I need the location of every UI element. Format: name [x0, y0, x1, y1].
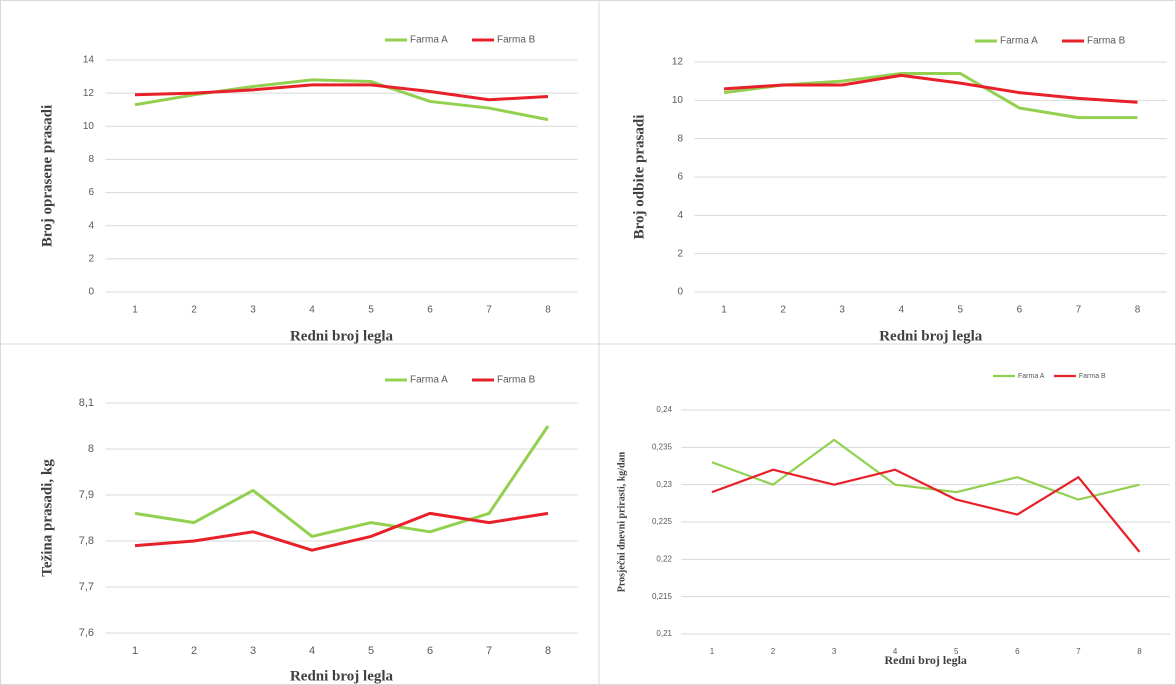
data-line — [134, 511, 549, 552]
y-tick-label: 8,1 — [79, 397, 94, 409]
data-line — [711, 468, 1141, 553]
legend-label: Farma A — [410, 35, 448, 46]
y-tick-label: 4 — [88, 220, 94, 231]
y-tick-label: 0,225 — [652, 517, 673, 526]
y-tick-label: 8 — [88, 154, 94, 165]
x-tick-label: 3 — [250, 645, 256, 657]
y-tick-label: 10 — [672, 95, 684, 106]
legend-label: Farma B — [1087, 36, 1126, 47]
x-tick-label: 1 — [710, 647, 715, 656]
x-axis-label: Redni broj legla — [290, 668, 394, 684]
y-tick-label: 0,24 — [656, 405, 672, 414]
data-line — [134, 83, 549, 102]
y-tick-label: 2 — [88, 253, 94, 264]
y-tick-label: 7,8 — [79, 535, 94, 547]
y-tick-label: 7,7 — [79, 581, 94, 593]
y-tick-label: 7,6 — [79, 627, 94, 639]
x-tick-label: 3 — [832, 647, 837, 656]
x-tick-label: 4 — [309, 305, 315, 316]
x-tick-label: 7 — [486, 305, 492, 316]
y-axis-label: Broj odbite prasadi — [631, 115, 647, 240]
y-tick-label: 8 — [677, 133, 683, 144]
y-tick-label: 6 — [88, 187, 94, 198]
data-line — [723, 73, 1138, 104]
legend-label: Farma B — [497, 375, 536, 386]
x-tick-label: 5 — [954, 647, 959, 656]
x-tick-label: 7 — [1076, 647, 1081, 656]
y-tick-label: 7,9 — [79, 489, 94, 501]
legend-label: Farma A — [1000, 36, 1038, 47]
y-tick-label: 12 — [672, 57, 684, 68]
y-tick-label: 0 — [88, 287, 94, 298]
x-tick-label: 8 — [1135, 305, 1141, 316]
x-tick-label: 7 — [486, 645, 492, 657]
x-tick-label: 2 — [771, 647, 776, 656]
legend-label: Farma A — [410, 375, 448, 386]
x-tick-label: 8 — [1137, 647, 1142, 656]
y-tick-label: 0 — [677, 287, 683, 298]
x-tick-label: 4 — [309, 645, 315, 657]
x-tick-label: 6 — [1015, 647, 1020, 656]
y-tick-label: 8 — [88, 443, 94, 455]
x-tick-label: 3 — [839, 305, 845, 316]
x-tick-label: 8 — [545, 305, 551, 316]
x-tick-label: 3 — [250, 305, 256, 316]
y-tick-label: 4 — [677, 210, 683, 221]
legend-label: Farma B — [1079, 373, 1106, 380]
y-tick-label: 0,215 — [652, 592, 673, 601]
x-tick-label: 1 — [132, 645, 138, 657]
x-tick-label: 8 — [545, 645, 551, 657]
x-tick-label: 2 — [191, 305, 197, 316]
y-tick-label: 0,235 — [652, 442, 673, 451]
x-tick-label: 6 — [427, 645, 433, 657]
x-tick-label: 1 — [721, 305, 727, 316]
y-tick-label: 6 — [677, 172, 683, 183]
data-line — [134, 425, 550, 538]
y-tick-label: 10 — [83, 121, 95, 132]
x-tick-label: 1 — [132, 305, 138, 316]
x-tick-label: 6 — [427, 305, 433, 316]
y-tick-label: 0,23 — [656, 480, 672, 489]
x-tick-label: 5 — [368, 305, 374, 316]
x-tick-label: 6 — [1017, 305, 1023, 316]
x-tick-label: 4 — [898, 305, 904, 316]
x-tick-label: 5 — [958, 305, 964, 316]
y-axis-label: Broj oprasene prasadi — [39, 105, 55, 247]
legend-label: Farma A — [1018, 373, 1045, 380]
y-tick-label: 0,22 — [656, 554, 672, 563]
x-axis-label: Redni broj legla — [879, 328, 983, 344]
y-tick-label: 0,21 — [656, 629, 672, 638]
y-tick-label: 2 — [677, 248, 683, 259]
x-axis-label: Redni broj legla — [884, 653, 966, 667]
x-tick-label: 2 — [780, 305, 786, 316]
y-axis-label: Prosječni dnevni prirasti, kg/dan — [616, 451, 627, 592]
x-tick-label: 4 — [893, 647, 898, 656]
legend-label: Farma B — [497, 35, 536, 46]
x-tick-label: 2 — [191, 645, 197, 657]
x-axis-label: Redni broj legla — [290, 328, 394, 344]
x-tick-label: 5 — [368, 645, 374, 657]
x-tick-label: 7 — [1076, 305, 1082, 316]
y-tick-label: 12 — [83, 88, 95, 99]
data-line — [711, 438, 1140, 501]
y-axis-label: Težina prasadi, kg — [39, 459, 55, 577]
y-tick-label: 14 — [83, 55, 95, 66]
